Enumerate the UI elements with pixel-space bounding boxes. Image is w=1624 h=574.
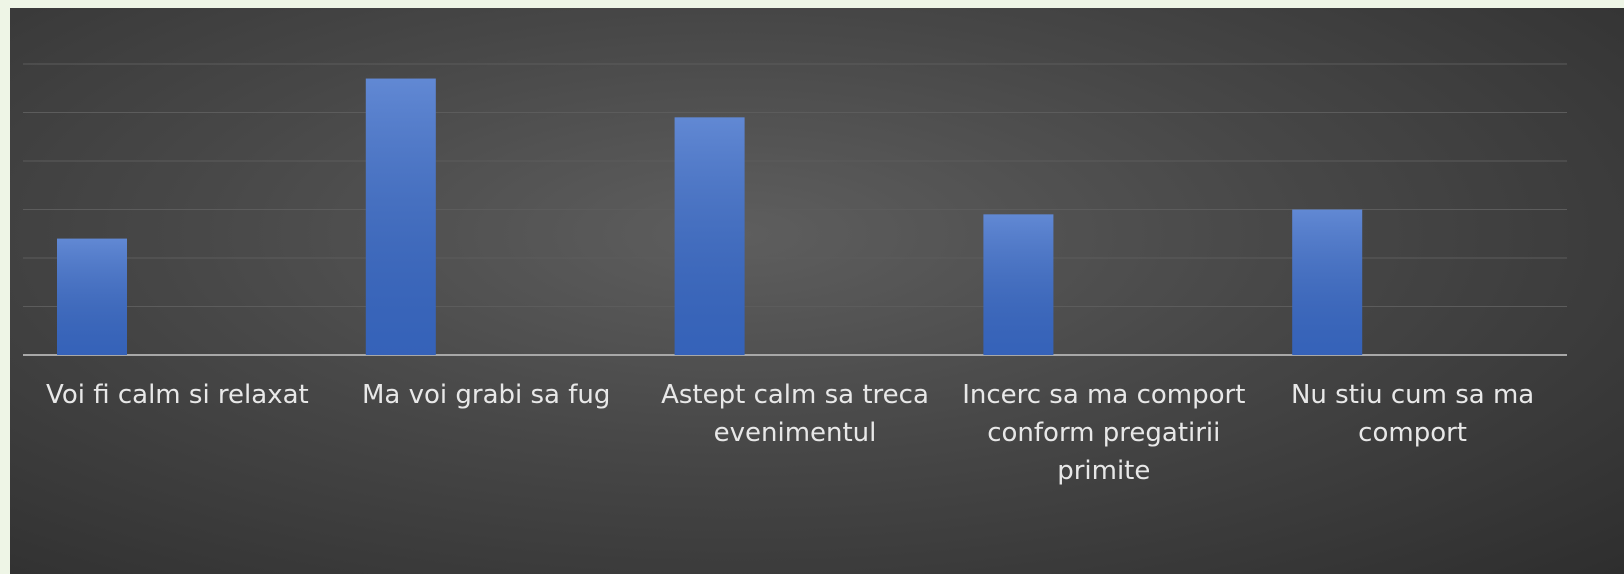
x-tick-label: Incerc sa ma comport conform pregatirii … [962, 380, 1246, 486]
bar-shade [365, 78, 436, 356]
x-tick-label: Voi fi calm si relaxat [46, 380, 309, 410]
chart-panel: Voi fi calm si relaxat Ma voi grabi sa fu… [10, 8, 1624, 574]
x-tick-label: Nu stiu cum sa ma comport [1290, 380, 1535, 448]
x-tick-label: Ma voi grabi sa fug [361, 380, 611, 410]
bar-shade [57, 238, 127, 355]
bar-shade [674, 117, 745, 355]
bar-shade [983, 214, 1054, 355]
x-tick-label: Astept calm sa treca evenimentul [661, 380, 929, 448]
chart [23, 63, 1567, 356]
bar-shade [1292, 209, 1363, 355]
